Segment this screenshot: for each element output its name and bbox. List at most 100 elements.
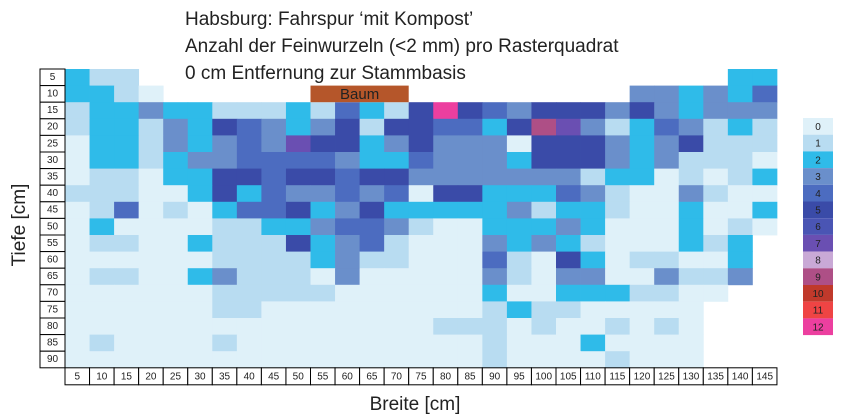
heat-cell bbox=[654, 351, 680, 369]
heat-cell bbox=[285, 118, 311, 136]
heat-cell bbox=[163, 118, 189, 136]
heat-cell bbox=[531, 152, 557, 169]
y-tick-label: 25 bbox=[47, 138, 59, 149]
heat-cell bbox=[163, 218, 189, 236]
heat-cell bbox=[482, 235, 508, 252]
heat-cell bbox=[605, 334, 631, 352]
heat-cell bbox=[285, 235, 311, 252]
heat-cell bbox=[752, 218, 778, 236]
heat-cell bbox=[89, 351, 115, 369]
heat-cell bbox=[65, 185, 90, 203]
heat-cell bbox=[580, 135, 606, 153]
heat-cell bbox=[310, 218, 336, 236]
heat-cell bbox=[310, 351, 336, 369]
heat-cell bbox=[212, 334, 238, 352]
heat-cell bbox=[408, 201, 434, 219]
heat-cell bbox=[261, 251, 287, 269]
heat-cell bbox=[506, 268, 532, 286]
heat-cell bbox=[506, 185, 532, 203]
heat-cell bbox=[89, 251, 115, 269]
y-tick-label: 40 bbox=[47, 188, 59, 199]
heat-cell bbox=[629, 218, 655, 236]
heat-cell bbox=[752, 85, 778, 103]
heat-cell bbox=[236, 218, 262, 236]
heat-cell bbox=[114, 201, 140, 219]
heat-cell bbox=[212, 118, 238, 136]
heat-cell bbox=[310, 102, 336, 120]
heat-cell bbox=[89, 69, 115, 86]
heat-cell bbox=[605, 135, 631, 153]
heat-cell bbox=[65, 168, 90, 186]
legend-swatch bbox=[803, 134, 833, 152]
heat-cell bbox=[433, 351, 459, 369]
heat-cell bbox=[359, 284, 385, 302]
heat-cell bbox=[261, 152, 287, 169]
heat-cell bbox=[310, 301, 336, 319]
heat-cell bbox=[285, 318, 311, 335]
heat-cell bbox=[359, 318, 385, 335]
legend-label: 4 bbox=[815, 189, 821, 200]
annotation-box bbox=[310, 85, 409, 103]
heat-cell bbox=[114, 301, 140, 319]
x-tick-label: 55 bbox=[317, 371, 329, 382]
x-tick-label: 105 bbox=[560, 371, 577, 382]
heat-cell bbox=[236, 301, 262, 319]
y-tick-label: 35 bbox=[47, 172, 59, 183]
heat-cell bbox=[408, 235, 434, 252]
heat-cell bbox=[629, 235, 655, 252]
heat-cell bbox=[727, 251, 753, 269]
heat-cell bbox=[629, 85, 655, 103]
heat-cell bbox=[654, 152, 680, 169]
heat-cell bbox=[212, 168, 238, 186]
heat-cell bbox=[261, 201, 287, 219]
legend-swatch bbox=[803, 301, 833, 319]
heat-cell bbox=[114, 318, 140, 335]
x-tick-label: 15 bbox=[121, 371, 133, 382]
heat-cell bbox=[187, 351, 213, 369]
heat-cell bbox=[359, 102, 385, 120]
heat-cell bbox=[114, 118, 140, 136]
heat-cell bbox=[629, 284, 655, 302]
heat-cell bbox=[678, 301, 704, 319]
heat-cell bbox=[482, 135, 508, 153]
heat-cell bbox=[236, 268, 262, 286]
heat-cell bbox=[285, 351, 311, 369]
heat-cell bbox=[65, 268, 90, 286]
heat-cell bbox=[605, 118, 631, 136]
y-tick-label: 15 bbox=[47, 105, 59, 116]
legend-swatch bbox=[803, 184, 833, 202]
heat-cell bbox=[384, 118, 410, 136]
heat-cell bbox=[384, 251, 410, 269]
x-tick-label: 5 bbox=[74, 371, 80, 382]
heat-cell bbox=[482, 318, 508, 335]
heat-cell bbox=[89, 235, 115, 252]
heat-cell bbox=[114, 351, 140, 369]
heat-cell bbox=[433, 135, 459, 153]
heat-cell bbox=[580, 318, 606, 335]
legend-label: 10 bbox=[812, 289, 824, 300]
heat-cell bbox=[678, 268, 704, 286]
heat-cell bbox=[384, 218, 410, 236]
heat-cell bbox=[605, 168, 631, 186]
heat-cell bbox=[236, 334, 262, 352]
heat-cell bbox=[654, 118, 680, 136]
heat-cell bbox=[114, 135, 140, 153]
heat-cell bbox=[114, 102, 140, 120]
heat-cell bbox=[335, 235, 360, 252]
heat-cell bbox=[580, 351, 606, 369]
heat-cell bbox=[605, 102, 631, 120]
heat-cell bbox=[163, 102, 189, 120]
heat-cell bbox=[236, 351, 262, 369]
heat-cell bbox=[605, 268, 631, 286]
heat-cell bbox=[335, 301, 360, 319]
heat-cell bbox=[433, 251, 459, 269]
heat-cell bbox=[285, 268, 311, 286]
heat-cell bbox=[408, 334, 434, 352]
heat-cell bbox=[556, 152, 581, 169]
heat-cell bbox=[138, 334, 164, 352]
legend-swatch bbox=[803, 268, 833, 285]
legend-label: 12 bbox=[812, 322, 824, 333]
heat-cell bbox=[506, 135, 532, 153]
heat-cell bbox=[506, 301, 532, 319]
heat-cell bbox=[556, 318, 581, 335]
